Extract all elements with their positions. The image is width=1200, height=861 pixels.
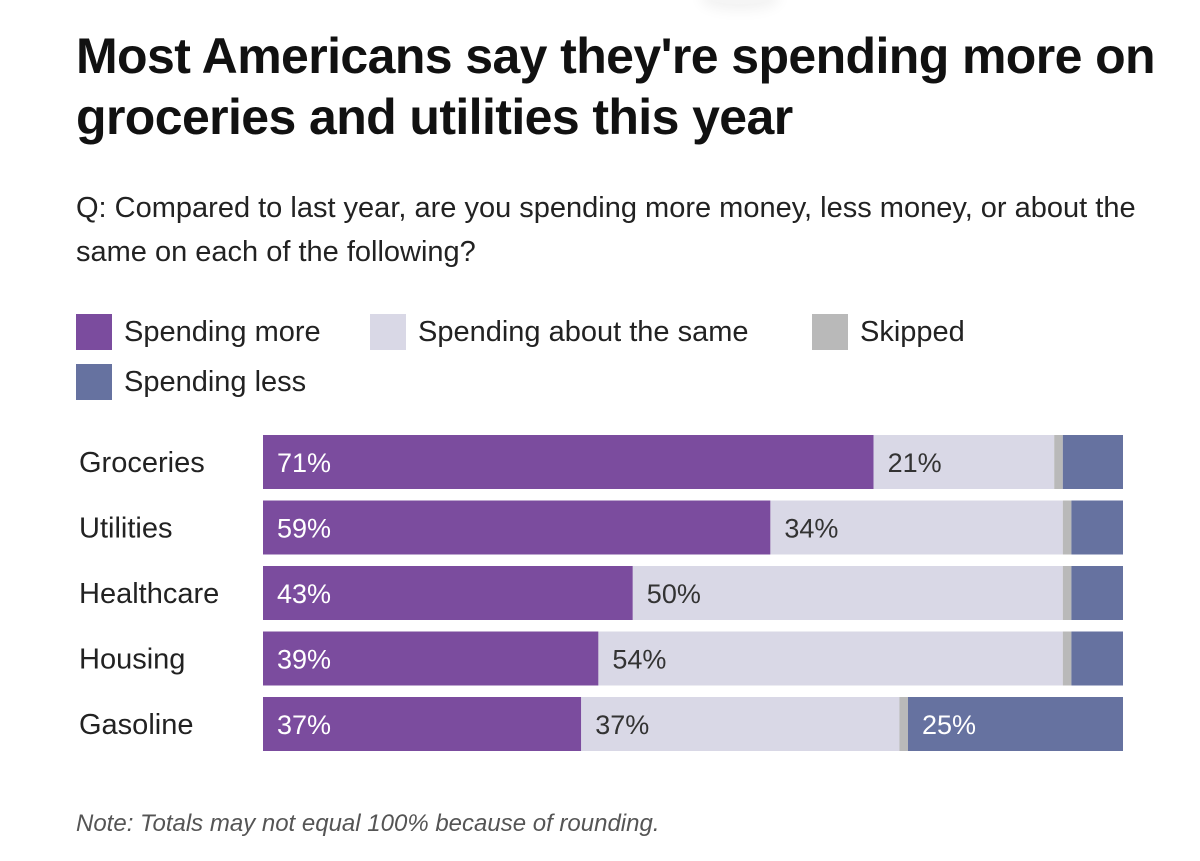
legend-label-skipped: Skipped [860,315,965,348]
legend-swatch-spending-less [76,364,112,400]
data-label-utilities-spending-about-the-same: 34% [784,514,838,544]
bar-gasoline-spending-less [908,697,1123,751]
bar-gasoline-spending-about-the-same [581,697,900,751]
bar-gasoline-skipped [899,697,908,751]
legend-item-spending-less: Spending less [76,362,306,402]
data-label-healthcare-spending-more: 43% [277,579,331,609]
chart-title: Most Americans say they're spending more… [76,28,1156,145]
bar-utilities-spending-less [1071,500,1123,555]
bar-healthcare-spending-more [263,566,633,620]
data-label-healthcare-spending-about-the-same: 50% [647,579,701,609]
bar-row-healthcare: Healthcare 43% 50% [79,566,1123,620]
bar-groceries-spending-less [1062,435,1123,489]
bar-housing-spending-about-the-same [598,631,1063,686]
data-label-gasoline-spending-about-the-same: 37% [595,710,649,740]
bar-housing-spending-less [1071,631,1123,686]
data-label-housing-spending-about-the-same: 54% [612,645,666,675]
legend-swatch-spending-more [76,314,112,350]
legend-item-spending-same: Spending about the same [370,312,749,352]
bar-row-utilities: Utilities 59% 34% [79,500,1123,555]
legend-label-spending-same: Spending about the same [418,315,749,348]
bar-gasoline-spending-more [263,697,582,751]
bar-row-gasoline: Gasoline 37% 37% 25% [79,697,1123,751]
legend-swatch-spending-same [370,314,406,350]
category-label-utilities: Utilities [79,513,172,545]
top-edge-shadow [700,0,780,4]
data-label-groceries-spending-more: 71% [277,448,331,478]
bar-healthcare-spending-less [1071,566,1123,620]
bar-healthcare-spending-about-the-same [632,566,1063,620]
data-label-housing-spending-more: 39% [277,645,331,675]
bar-healthcare-skipped [1062,566,1072,620]
chart-subtitle: Q: Compared to last year, are you spendi… [76,192,1136,268]
legend-item-skipped: Skipped [812,312,965,352]
bar-row-groceries: Groceries 71% 21% [79,435,1123,489]
bar-groceries-spending-more [263,435,874,489]
chart-note: Note: Totals may not equal 100% because … [76,810,660,837]
data-label-utilities-spending-more: 59% [277,514,331,544]
category-label-housing: Housing [79,644,185,676]
category-label-groceries: Groceries [79,447,205,479]
bar-groceries-spending-about-the-same [873,435,1055,489]
legend-label-spending-less: Spending less [124,365,307,398]
bar-groceries-skipped [1054,435,1063,489]
legend-swatch-skipped [812,314,848,350]
legend-item-spending-more: Spending more [76,312,321,352]
category-label-healthcare: Healthcare [79,578,219,610]
bar-utilities-spending-about-the-same [770,500,1063,555]
legend-label-spending-more: Spending more [124,315,321,348]
bar-utilities-skipped [1062,500,1072,555]
bar-housing-skipped [1062,631,1072,686]
data-label-gasoline-spending-more: 37% [277,710,331,740]
data-label-groceries-spending-about-the-same: 21% [888,448,942,478]
bar-row-housing: Housing 39% 54% [79,631,1123,686]
category-label-gasoline: Gasoline [79,709,193,741]
data-label-gasoline-spending-less: 25% [922,710,976,740]
bar-utilities-spending-more [263,500,771,555]
bar-housing-spending-more [263,631,599,686]
